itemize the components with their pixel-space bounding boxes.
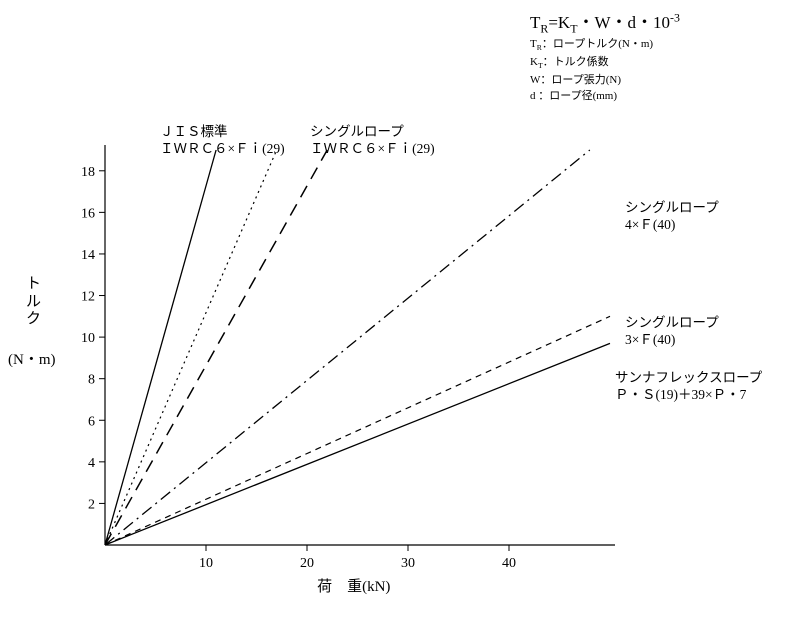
series-dash_long [105,150,327,545]
y-axis-label-unit: (N・m) [8,348,56,369]
y-tick-label: 6 [88,414,95,429]
y-tick-label: 16 [81,206,95,221]
series-label-single_iwrc: シングルロープＩＷＲＣ６×Ｆｉ(29) [310,124,435,158]
y-tick-label: 18 [81,165,95,180]
y-tick-label: 10 [81,331,95,346]
y-axis-label-text: トルク [26,276,41,328]
x-tick-label: 30 [401,556,415,571]
series-jis [105,150,216,545]
formula-line: W：ロープ張力(N) [530,72,680,89]
x-tick-label: 10 [199,556,213,571]
formula-line: d ：ロープ径(mm) [530,88,680,105]
series-label-single_4xf40: シングルロープ4×Ｆ(40) [625,200,719,234]
y-tick-label: 14 [81,248,95,263]
formula-line: TR：ロープトルク(N・m) [530,36,680,54]
formula-equation: TR=KT・W・d・10-3 [530,8,680,36]
x-tick-label: 40 [502,556,516,571]
y-tick-label: 8 [88,373,95,388]
series-label-sannaflex: サンナフレックスロープＰ・Ｓ(19)＋39×Ｐ・7 [615,370,762,404]
series-single_3xf40 [105,316,610,545]
y-tick-label: 2 [88,497,95,512]
x-tick-label: 20 [300,556,314,571]
series-single_4xf40 [105,150,590,545]
series-label-jis: ＪＩＳ標準ＩＷＲＣ６×Ｆｉ(29) [160,124,285,158]
series-label-single_3xf40: シングルロープ3×Ｆ(40) [625,315,719,349]
formula-block: TR=KT・W・d・10-3 TR：ロープトルク(N・m)KT：トルク係数W：ロ… [530,8,680,105]
y-tick-label: 12 [81,290,95,305]
torque-load-chart: 10 20 30 40 2 4 6 8 10 12 14 16 18 [0,0,800,617]
formula-line: KT：トルク係数 [530,54,680,72]
y-tick-label: 4 [88,456,95,471]
series-single_iwrc [105,150,277,545]
x-axis-label: 荷 重(kN) [317,575,390,596]
series-sannaflex [105,343,610,545]
